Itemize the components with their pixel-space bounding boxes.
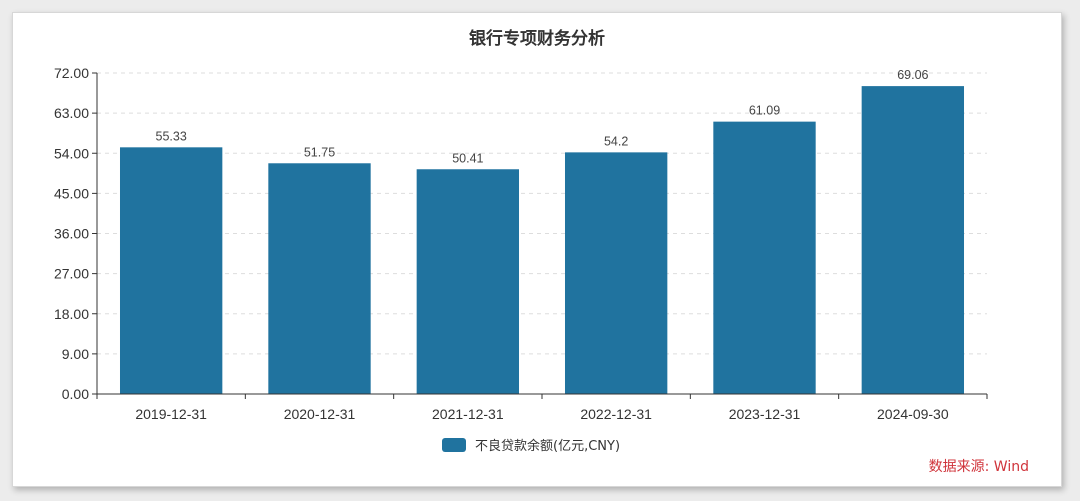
x-tick-label: 2024-09-30	[877, 406, 949, 422]
data-label: 55.33	[156, 129, 187, 143]
data-label: 51.75	[304, 145, 335, 159]
y-axis: 0.00 9.00 18.00 27.00 36.00 45.00 54.00 63.00 72…	[54, 65, 98, 402]
x-tick-label: 2023-12-31	[729, 406, 801, 422]
chart-card: 银行专项财务分析 0.00 9.00 18.00 27.00 36.00 45.00 54.…	[12, 12, 1062, 487]
legend-label: 不良贷款余额(亿元,CNY)	[475, 438, 620, 454]
y-tick-label: 45.00	[54, 185, 89, 201]
x-tick-label: 2020-12-31	[284, 406, 356, 422]
gridlines	[97, 72, 987, 355]
data-label: 69.06	[897, 68, 928, 82]
y-tick-label: 27.00	[54, 266, 89, 282]
x-tick-label: 2019-12-31	[135, 406, 207, 422]
data-label: 61.09	[749, 104, 780, 118]
data-label: 50.41	[452, 151, 483, 165]
y-tick-label: 18.00	[54, 306, 89, 322]
bar[interactable]	[416, 169, 520, 394]
bar[interactable]	[713, 121, 816, 395]
chart-title: 银行专项财务分析	[469, 28, 605, 49]
data-label: 54.2	[604, 134, 628, 148]
x-tick-label: 2022-12-31	[580, 406, 652, 422]
bars: 55.33 51.75 50.41 54.2 61.09 69.06	[119, 68, 965, 395]
bar[interactable]	[861, 86, 965, 395]
y-tick-label: 0.00	[62, 386, 89, 402]
y-tick-label: 72.00	[54, 65, 89, 81]
y-tick-label: 63.00	[54, 105, 89, 121]
bar[interactable]	[268, 163, 371, 394]
x-tick-label: 2021-12-31	[432, 406, 504, 422]
legend[interactable]: 不良贷款余额(亿元,CNY)	[442, 438, 620, 454]
legend-swatch	[442, 438, 466, 452]
x-axis: 2019-12-31 2020-12-31 2021-12-31 2022-12-31…	[96, 393, 988, 422]
source-label: 数据来源: Wind	[929, 459, 1029, 475]
y-tick-label: 9.00	[62, 346, 89, 362]
y-tick-label: 36.00	[54, 226, 89, 242]
bar[interactable]	[119, 147, 223, 394]
bar[interactable]	[564, 152, 668, 394]
bar-chart: 银行专项财务分析 0.00 9.00 18.00 27.00 36.00 45.00 54.…	[54, 28, 1029, 475]
y-tick-label: 54.00	[54, 145, 89, 161]
